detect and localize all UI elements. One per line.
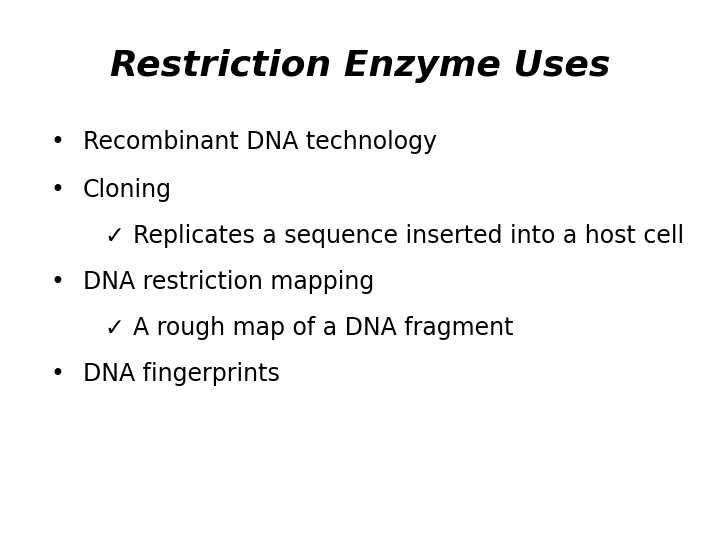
Text: Cloning: Cloning [83, 178, 172, 202]
Text: DNA fingerprints: DNA fingerprints [83, 362, 279, 386]
Text: •: • [50, 178, 64, 202]
Text: A rough map of a DNA fragment: A rough map of a DNA fragment [133, 316, 513, 340]
Text: ✓: ✓ [104, 224, 124, 248]
Text: Recombinant DNA technology: Recombinant DNA technology [83, 130, 437, 153]
Text: DNA restriction mapping: DNA restriction mapping [83, 270, 374, 294]
Text: •: • [50, 270, 64, 294]
Text: •: • [50, 362, 64, 386]
Text: •: • [50, 130, 64, 153]
Text: Restriction Enzyme Uses: Restriction Enzyme Uses [110, 49, 610, 83]
Text: Replicates a sequence inserted into a host cell: Replicates a sequence inserted into a ho… [133, 224, 684, 248]
Text: ✓: ✓ [104, 316, 124, 340]
